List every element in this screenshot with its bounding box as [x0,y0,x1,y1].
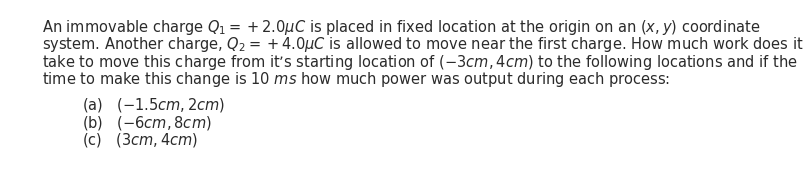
Text: (c)   $(3cm, 4cm)$: (c) $(3cm, 4cm)$ [82,131,198,149]
Text: time to make this change is $10\ ms$ how much power was output during each proce: time to make this change is $10\ ms$ how… [42,70,670,90]
Text: An immovable charge $Q_1 = +2.0\mu C$ is placed in fixed location at the origin : An immovable charge $Q_1 = +2.0\mu C$ is… [42,18,760,37]
Text: take to move this charge from it’s starting location of $(-3cm, 4cm)$ to the fol: take to move this charge from it’s start… [42,53,798,72]
Text: system. Another charge, $Q_2 = +4.0\mu C$ is allowed to move near the first char: system. Another charge, $Q_2 = +4.0\mu C… [42,36,803,55]
Text: (b)   $(-6cm, 8cm)$: (b) $(-6cm, 8cm)$ [82,114,212,132]
Text: (a)   $(-1.5cm, 2cm)$: (a) $(-1.5cm, 2cm)$ [82,96,226,114]
